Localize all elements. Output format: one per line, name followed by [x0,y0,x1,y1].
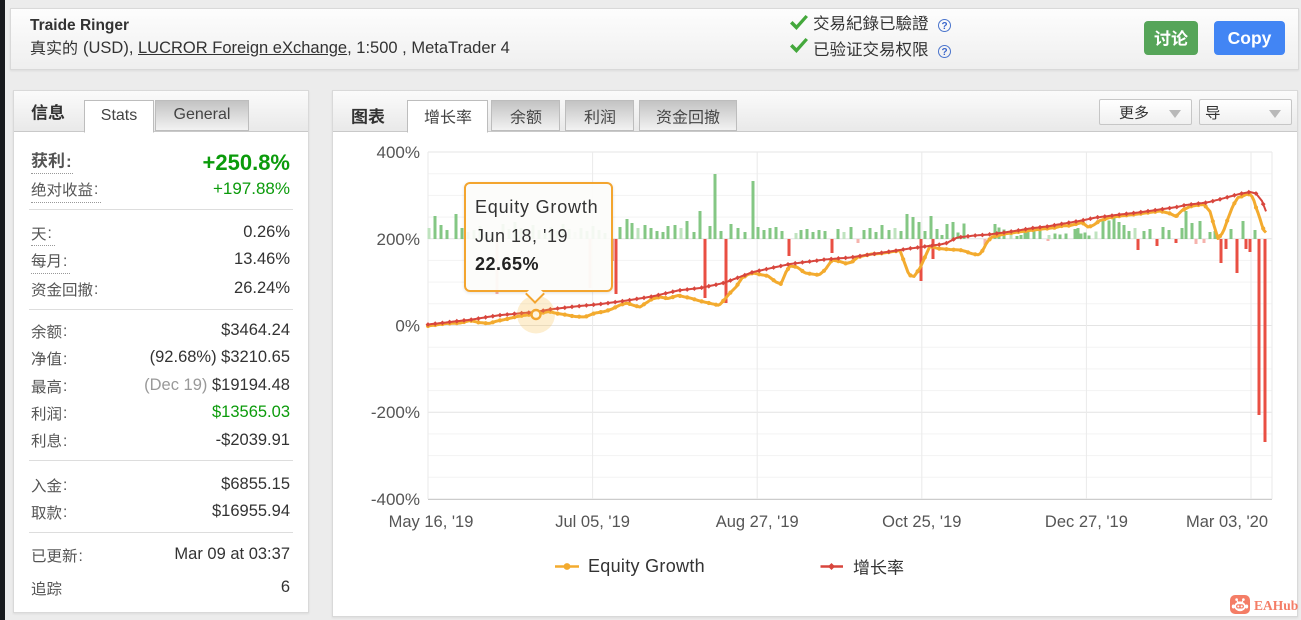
svg-text:Equity Growth: Equity Growth [588,556,705,576]
svg-text:400%: 400% [377,143,420,162]
svg-text:Jul 05, '19: Jul 05, '19 [555,513,630,531]
svg-text:Aug 27, '19: Aug 27, '19 [716,513,799,531]
svg-text:Mar 03, '20: Mar 03, '20 [1186,513,1268,531]
svg-text:Oct 25, '19: Oct 25, '19 [882,513,961,531]
svg-text:Dec 27, '19: Dec 27, '19 [1045,513,1128,531]
svg-text:200%: 200% [377,230,420,249]
svg-text:-200%: -200% [371,403,420,422]
svg-text:0%: 0% [395,317,420,336]
svg-text:-400%: -400% [371,490,420,509]
svg-text:May 16, '19: May 16, '19 [389,513,474,531]
